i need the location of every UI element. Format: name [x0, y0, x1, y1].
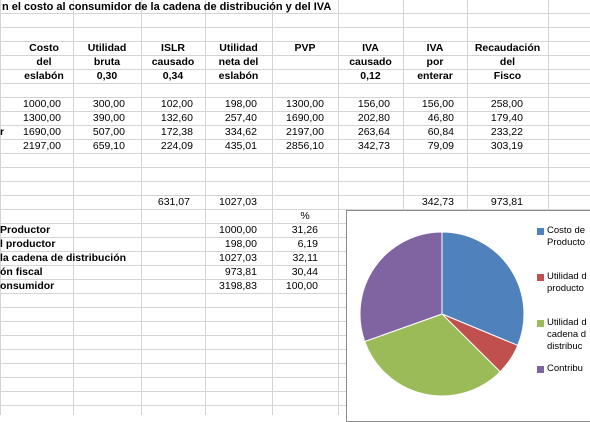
summary-label[interactable]: Productor	[0, 224, 51, 236]
row-label[interactable]: r	[0, 126, 5, 138]
table-cell[interactable]: 172,38	[160, 126, 193, 138]
header-islr-l2[interactable]: causado	[151, 56, 195, 68]
summary-pct[interactable]: 6,19	[297, 238, 318, 250]
table-cell[interactable]: 1000,00	[23, 98, 61, 110]
header-iva-enterar-l2[interactable]: por	[426, 56, 444, 68]
header-pvp-l1[interactable]: PVP	[294, 42, 316, 54]
header-fisco-l3[interactable]: Fisco	[493, 70, 522, 82]
header-utilidad-l3[interactable]: 0,30	[96, 70, 118, 82]
table-cell[interactable]: 224,09	[160, 140, 193, 152]
header-islr-l1[interactable]: ISLR	[161, 42, 185, 54]
legend-label: producto	[547, 283, 584, 294]
summary-value[interactable]: 3198,83	[219, 280, 257, 292]
legend-swatch	[537, 228, 544, 235]
summary-label[interactable]: ón fiscal	[0, 266, 43, 278]
summary-pct[interactable]: 31,26	[291, 224, 318, 236]
table-cell[interactable]: 390,00	[92, 112, 125, 124]
table-cell[interactable]: 2856,10	[286, 140, 324, 152]
table-cell[interactable]: 334,62	[224, 126, 257, 138]
summary-label[interactable]: la cadena de distribución	[0, 252, 127, 264]
table-cell[interactable]: 1690,00	[23, 126, 61, 138]
legend-label: cadena d	[547, 329, 587, 340]
table-cell[interactable]: 60,84	[427, 126, 454, 138]
header-neta-l1[interactable]: Utilidad	[219, 42, 258, 54]
table-cell[interactable]: 156,00	[421, 98, 454, 110]
legend-label: Costo de	[547, 225, 586, 236]
header-iva-causado-l2[interactable]: causado	[349, 56, 392, 68]
summary-value[interactable]: 1027,03	[219, 252, 257, 264]
summary-value[interactable]: 973,81	[224, 266, 257, 278]
table-cell[interactable]: 1690,00	[286, 112, 324, 124]
header-iva-enterar-l1[interactable]: IVA	[426, 42, 444, 54]
header-costo-l2[interactable]: del	[36, 56, 52, 68]
summary-value[interactable]: 1000,00	[219, 224, 257, 236]
legend-swatch	[537, 366, 544, 373]
table-cell[interactable]: 233,22	[490, 126, 523, 138]
table-cell[interactable]: 1300,00	[23, 112, 61, 124]
table-cell[interactable]: 2197,00	[286, 126, 324, 138]
pie-slice[interactable]	[359, 231, 443, 343]
total-fisco[interactable]: 973,81	[490, 196, 523, 208]
header-costo-l3[interactable]: eslabón	[24, 70, 64, 82]
summary-value[interactable]: 198,00	[224, 238, 257, 250]
table-cell[interactable]: 179,40	[490, 112, 523, 124]
table-cell[interactable]: 46,80	[427, 112, 454, 124]
summary-label[interactable]: l productor	[0, 238, 56, 250]
header-iva-causado-l3[interactable]: 0,12	[360, 70, 381, 82]
legend-label: distribuc	[547, 341, 583, 352]
table-cell[interactable]: 1300,00	[286, 98, 324, 110]
table-cell[interactable]: 303,19	[490, 140, 523, 152]
header-fisco-l2[interactable]: del	[499, 56, 516, 68]
table-cell[interactable]: 659,10	[92, 140, 125, 152]
table-cell[interactable]: 102,00	[160, 98, 193, 110]
header-iva-enterar-l3[interactable]: enterar	[417, 70, 453, 82]
legend-label: Utilidad d	[547, 271, 587, 282]
pie-slice[interactable]	[441, 231, 525, 347]
table-cell[interactable]: 202,80	[357, 112, 390, 124]
total-iva[interactable]: 342,73	[421, 196, 454, 208]
summary-pct[interactable]: 30,44	[291, 266, 318, 278]
summary-pct[interactable]: 32,11	[292, 252, 319, 264]
header-islr-l3[interactable]: 0,34	[162, 70, 184, 82]
pie-plot	[359, 231, 525, 397]
total-islr[interactable]: 631,07	[157, 196, 190, 208]
summary-label[interactable]: onsumidor	[0, 280, 55, 292]
table-cell[interactable]: 156,00	[357, 98, 390, 110]
summary-pct[interactable]: 100,00	[285, 280, 318, 292]
pct-header[interactable]: %	[300, 210, 310, 222]
legend-swatch	[537, 274, 544, 281]
table-cell[interactable]: 2197,00	[23, 140, 61, 152]
legend-label: Producto	[547, 237, 586, 248]
sheet-title[interactable]: n el costo al consumidor de la cadena de…	[2, 1, 332, 13]
table-cell[interactable]: 132,60	[160, 112, 193, 124]
table-cell[interactable]: 263,64	[357, 126, 390, 138]
header-neta-l2[interactable]: neta del	[218, 56, 259, 68]
header-neta-l3[interactable]: eslabón	[218, 70, 259, 82]
header-costo-l1[interactable]: Costo	[29, 42, 59, 54]
table-cell[interactable]: 257,40	[224, 112, 257, 124]
pie-slice[interactable]	[364, 313, 501, 397]
legend-label: Utilidad d	[547, 317, 587, 328]
header-utilidad-l1[interactable]: Utilidad	[87, 42, 127, 54]
table-cell[interactable]: 342,73	[357, 140, 390, 152]
legend-swatch	[537, 320, 544, 327]
legend-label: Contribu	[547, 363, 583, 374]
table-cell[interactable]: 198,00	[224, 98, 257, 110]
table-cell[interactable]: 435,01	[224, 140, 257, 152]
table-cell[interactable]: 507,00	[92, 126, 125, 138]
table-cell[interactable]: 258,00	[490, 98, 523, 110]
header-utilidad-l2[interactable]: bruta	[93, 56, 121, 68]
pie-chart[interactable]: Costo de Producto Utilidad d producto Ut…	[346, 210, 590, 422]
header-iva-causado-l1[interactable]: IVA	[362, 42, 379, 54]
table-cell[interactable]: 79,09	[427, 140, 454, 152]
table-cell[interactable]: 300,00	[92, 98, 125, 110]
total-neta[interactable]: 1027,03	[219, 196, 257, 208]
header-fisco-l1[interactable]: Recaudación	[474, 42, 541, 54]
